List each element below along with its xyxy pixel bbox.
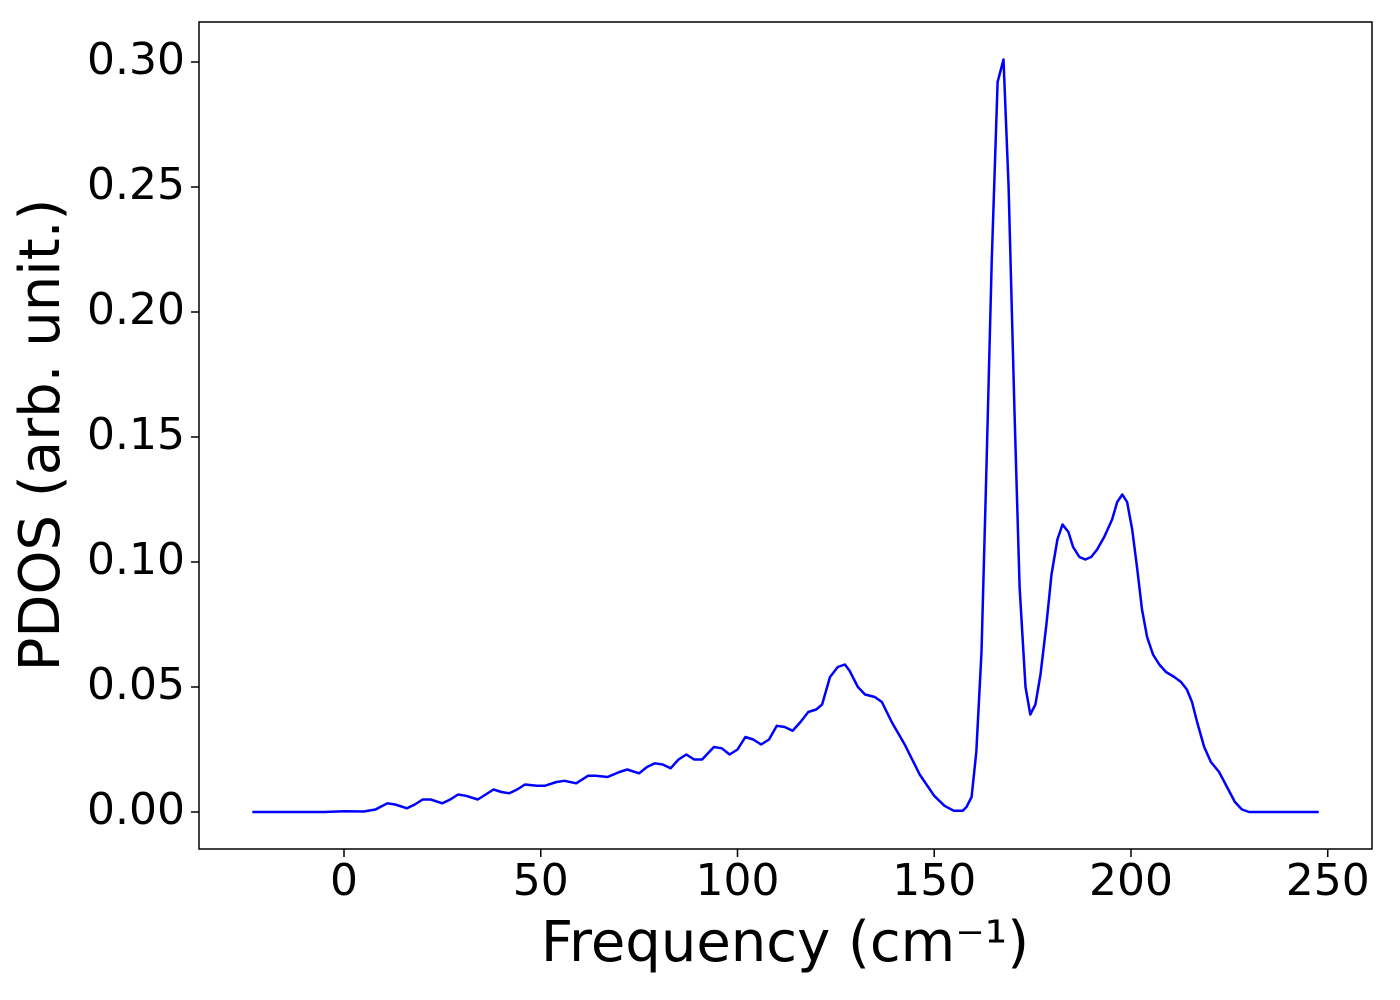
y-axis-label: PDOS (arb. unit.) [8,199,73,672]
y-tick-label: 0.15 [87,409,185,460]
y-tick-label: 0.20 [87,284,185,335]
y-tick-label: 0.05 [87,659,185,710]
y-tick-label: 0.25 [87,159,185,210]
y-tick-label: 0.00 [87,784,185,835]
x-tick-label: 0 [330,855,358,906]
pdos-line [252,58,1319,814]
x-tick-label: 250 [1286,855,1370,906]
x-tick-label: 200 [1089,855,1173,906]
x-tick-label: 100 [696,855,780,906]
x-tick-label: 150 [892,855,976,906]
plot-frame [198,21,1373,850]
y-tick-label: 0.30 [87,34,185,85]
x-axis-label: Frequency (cm⁻¹) [541,910,1029,975]
y-tick-label: 0.10 [87,534,185,585]
x-tick-label: 50 [513,855,569,906]
